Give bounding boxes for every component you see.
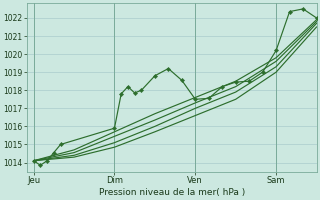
X-axis label: Pression niveau de la mer( hPa ): Pression niveau de la mer( hPa ) (99, 188, 245, 197)
